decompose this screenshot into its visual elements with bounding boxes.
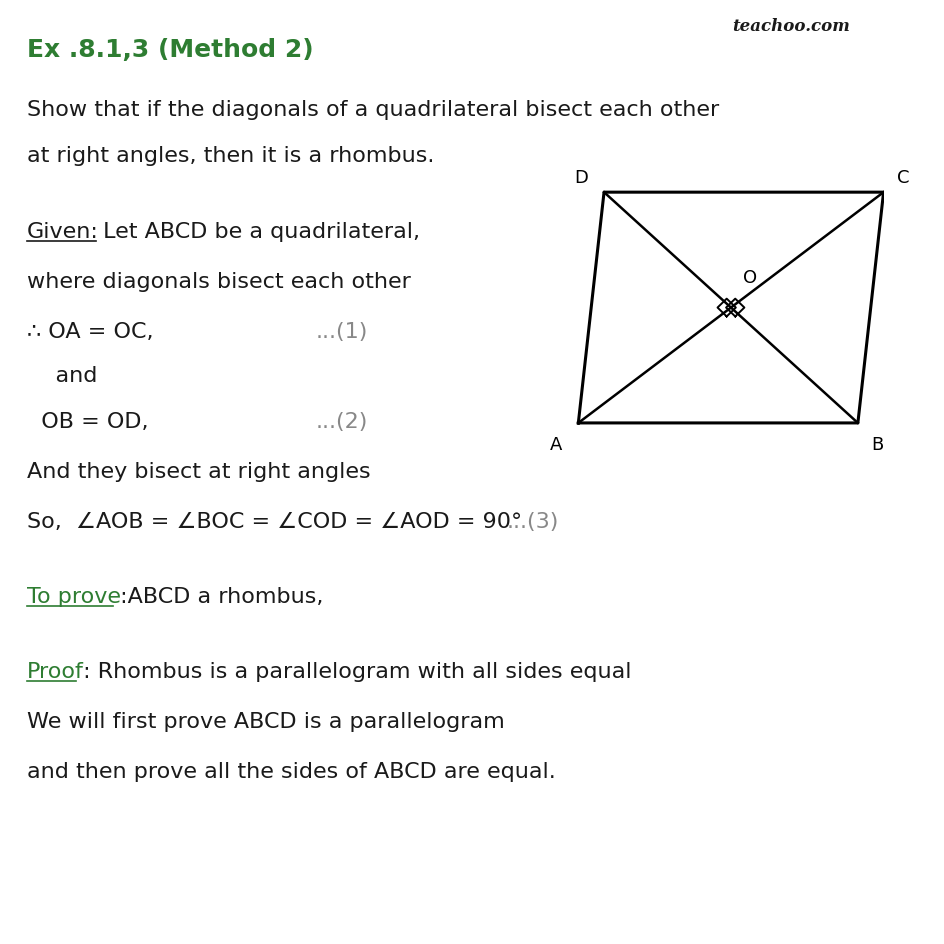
- Text: So,  ∠AOB = ∠BOC = ∠COD = ∠AOD = 90°: So, ∠AOB = ∠BOC = ∠COD = ∠AOD = 90°: [26, 512, 521, 531]
- Text: ∴ OA = OC,: ∴ OA = OC,: [26, 322, 153, 342]
- Text: Proof: Proof: [26, 662, 83, 682]
- Text: C: C: [896, 169, 908, 187]
- Text: :ABCD a rhombus,: :ABCD a rhombus,: [112, 586, 323, 606]
- Text: Let ABCD be a quadrilateral,: Let ABCD be a quadrilateral,: [95, 222, 419, 242]
- Text: and then prove all the sides of ABCD are equal.: and then prove all the sides of ABCD are…: [26, 761, 555, 782]
- Text: ...(3): ...(3): [506, 512, 558, 531]
- Text: And they bisect at right angles: And they bisect at right angles: [26, 462, 370, 481]
- Text: OB = OD,: OB = OD,: [26, 412, 148, 431]
- Text: Ex .8.1,3 (Method 2): Ex .8.1,3 (Method 2): [26, 38, 313, 62]
- Text: and: and: [26, 365, 97, 385]
- Text: ...(1): ...(1): [314, 322, 367, 342]
- Text: where diagonals bisect each other: where diagonals bisect each other: [26, 272, 411, 292]
- Text: To prove: To prove: [26, 586, 121, 606]
- Text: ...(2): ...(2): [314, 412, 367, 431]
- Text: at right angles, then it is a rhombus.: at right angles, then it is a rhombus.: [26, 145, 433, 166]
- Text: D: D: [574, 169, 588, 187]
- Text: Show that if the diagonals of a quadrilateral bisect each other: Show that if the diagonals of a quadrila…: [26, 100, 718, 120]
- Text: We will first prove ABCD is a parallelogram: We will first prove ABCD is a parallelog…: [26, 711, 504, 732]
- Text: Given:: Given:: [26, 222, 98, 242]
- Text: B: B: [870, 436, 883, 454]
- Text: O: O: [742, 268, 756, 286]
- Text: A: A: [549, 436, 562, 454]
- Text: teachoo.com: teachoo.com: [732, 18, 849, 35]
- Text: : Rhombus is a parallelogram with all sides equal: : Rhombus is a parallelogram with all si…: [76, 662, 632, 682]
